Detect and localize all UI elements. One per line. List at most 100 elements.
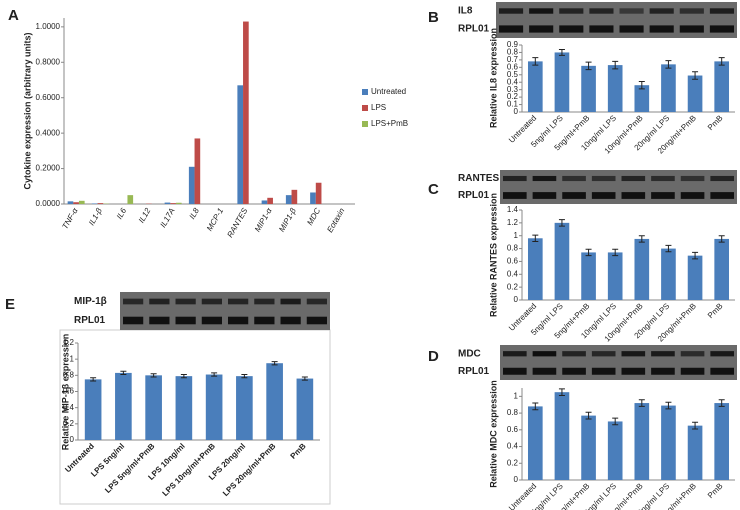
gel-band [651, 175, 675, 182]
bar [205, 374, 223, 440]
error-bar [585, 411, 592, 420]
gel-band [562, 367, 586, 375]
error-bar [271, 361, 278, 366]
bar [243, 21, 249, 204]
gel-band [532, 367, 557, 375]
y-tick-label: 1.2 [63, 338, 75, 347]
error-bar [558, 219, 565, 227]
x-tick-label: PmB [706, 482, 725, 501]
panel-letter: D [428, 348, 439, 365]
panel-letter: E [5, 296, 15, 313]
gel-band [559, 8, 584, 14]
y-tick-label: 0 [70, 435, 75, 444]
y-tick-label: 0.2 [507, 92, 519, 101]
gel-label: IL8 [458, 6, 473, 17]
error-bar [638, 80, 645, 90]
bar [554, 52, 570, 112]
gel-band [621, 175, 646, 182]
gel-band [621, 351, 646, 357]
y-tick-label: 0.5 [507, 70, 519, 79]
gel-band [254, 316, 275, 325]
gel-band [589, 8, 614, 14]
error-bar [718, 399, 725, 407]
bar [67, 201, 74, 204]
gel-band [175, 316, 196, 325]
bar [714, 238, 730, 300]
y-tick-label: 0.2 [507, 282, 519, 291]
gel-band [529, 8, 554, 14]
y-tick-label: 0.4 [63, 403, 75, 412]
gel-band [680, 175, 705, 182]
y-tick-label: 0.7 [507, 55, 519, 64]
gel-band [589, 25, 614, 33]
bar [634, 85, 650, 112]
x-tick-label: IL17A [158, 207, 176, 230]
gel-band [591, 351, 616, 357]
gel-band [532, 351, 557, 357]
bar [261, 200, 268, 204]
bar [687, 425, 703, 480]
x-tick-label: IL1-β [87, 206, 104, 227]
y-tick-label: 0.6 [63, 387, 75, 396]
error-bar [585, 248, 592, 257]
error-bar [692, 251, 699, 260]
gel-band [562, 175, 586, 182]
gel-band [709, 8, 734, 14]
error-bar [558, 48, 565, 56]
gel-band [306, 298, 327, 305]
error-bar [612, 248, 619, 257]
y-axis-label: Relative MIP-1β expression [60, 334, 70, 451]
x-tick-label: MDC [305, 206, 322, 226]
error-bar [718, 235, 725, 243]
y-tick-label: 1 [514, 231, 519, 240]
y-tick-label: 0 [514, 475, 519, 484]
gel-band [503, 351, 527, 357]
y-tick-label: 0.6000 [36, 93, 61, 102]
gel-band [651, 351, 675, 357]
gel-band [532, 175, 557, 182]
bar [175, 376, 193, 440]
gel-band [228, 298, 249, 305]
gel-band [680, 192, 705, 199]
gel-label: RPL01 [458, 366, 490, 377]
legend-swatch [362, 121, 368, 127]
error-bar [532, 402, 539, 411]
gel-band [562, 351, 586, 357]
bar [266, 363, 283, 440]
error-bar [585, 61, 592, 71]
gel-band [149, 298, 170, 305]
y-tick-label: 0.6 [507, 62, 519, 71]
legend-label: LPS+PmB [371, 119, 408, 128]
error-bar [558, 388, 565, 397]
bar [527, 406, 543, 480]
y-tick-label: 0.2 [507, 458, 519, 467]
gel-band [306, 316, 327, 325]
error-bar [612, 417, 619, 426]
x-tick-label: PmB [289, 441, 308, 460]
error-bar [638, 235, 645, 243]
legend-swatch [362, 89, 368, 95]
legend-swatch [362, 105, 368, 111]
error-bar [718, 57, 725, 66]
error-bar [692, 71, 699, 80]
bar [661, 248, 676, 300]
error-bar [180, 374, 187, 379]
bar [527, 61, 543, 112]
y-axis-label: Relative IL8 expression [488, 28, 498, 128]
y-tick-label: 0.8 [507, 48, 519, 57]
bar [661, 405, 676, 480]
x-tick-label: RANTES [225, 206, 249, 239]
y-tick-label: 0.6 [507, 257, 519, 266]
y-tick-label: 0 [514, 107, 519, 116]
gel-band [621, 192, 646, 199]
y-tick-label: 0.4000 [36, 128, 61, 137]
bar [127, 195, 134, 204]
gel-band [201, 298, 222, 305]
gel-band [503, 367, 527, 375]
y-tick-label: 0.9 [507, 40, 519, 49]
gel-band [621, 367, 646, 375]
bar [78, 200, 85, 204]
error-bar [532, 57, 539, 66]
gel-band [280, 298, 301, 305]
bar [687, 255, 703, 300]
